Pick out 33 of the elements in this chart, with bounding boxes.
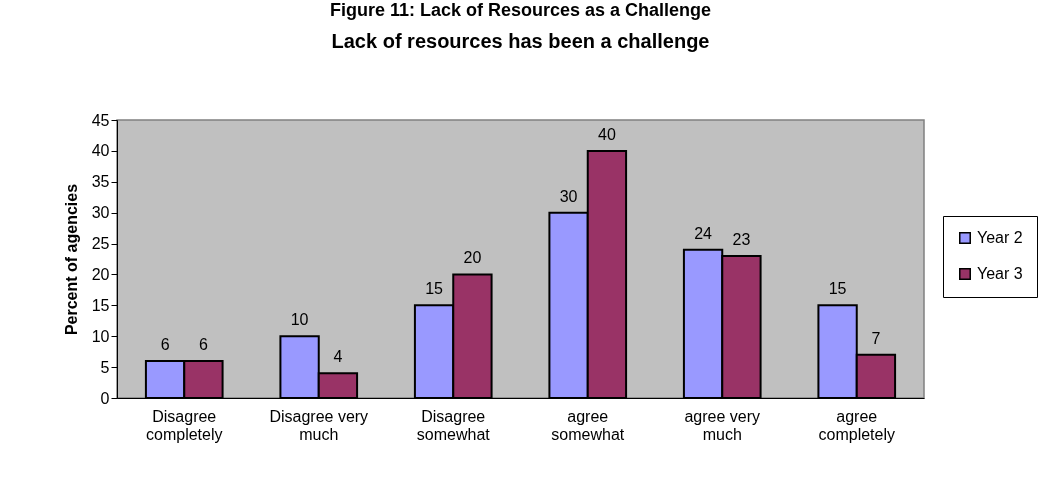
x-tick-label: Disagree somewhat [416, 407, 491, 443]
y-tick-label: 45 [91, 111, 110, 129]
chart-title: Lack of resources has been a challenge [331, 30, 710, 52]
data-label: 7 [871, 329, 881, 347]
data-label: 40 [598, 125, 616, 143]
x-tick-label: agree very much [684, 407, 761, 443]
data-label: 20 [463, 249, 482, 267]
y-tick-label: 35 [91, 173, 110, 191]
data-label: 24 [694, 224, 713, 242]
y-tick-label: 5 [100, 358, 110, 376]
x-tick-label: Disagree completely [146, 407, 223, 443]
y-tick-label: 10 [91, 327, 110, 345]
y-tick-label: 0 [100, 389, 110, 407]
data-label: 10 [290, 311, 309, 329]
y-tick-label: 40 [91, 142, 110, 160]
y-tick-label: 15 [91, 296, 110, 314]
data-label: 4 [333, 348, 343, 366]
y-tick-label: 20 [91, 265, 110, 283]
y-tick-label: 25 [91, 235, 110, 253]
data-label: 23 [732, 230, 751, 248]
x-tick-label: Disagree very much [269, 407, 369, 443]
data-label: 30 [559, 187, 578, 205]
legend-label: Year 3 [977, 265, 1023, 282]
y-tick-label: 30 [91, 204, 110, 222]
data-label: 15 [828, 280, 847, 298]
data-label: 6 [160, 335, 170, 353]
x-tick-label: agree somewhat [551, 407, 625, 443]
x-tick-label: agree completely [818, 407, 895, 443]
caption: Figure 11: Lack of Resources as a Challenge [329, 0, 712, 20]
data-label: 6 [198, 335, 208, 353]
data-label: 15 [425, 280, 444, 298]
y-axis-title: Percent of agencies [62, 183, 80, 336]
legend-label: Year 2 [977, 229, 1023, 246]
